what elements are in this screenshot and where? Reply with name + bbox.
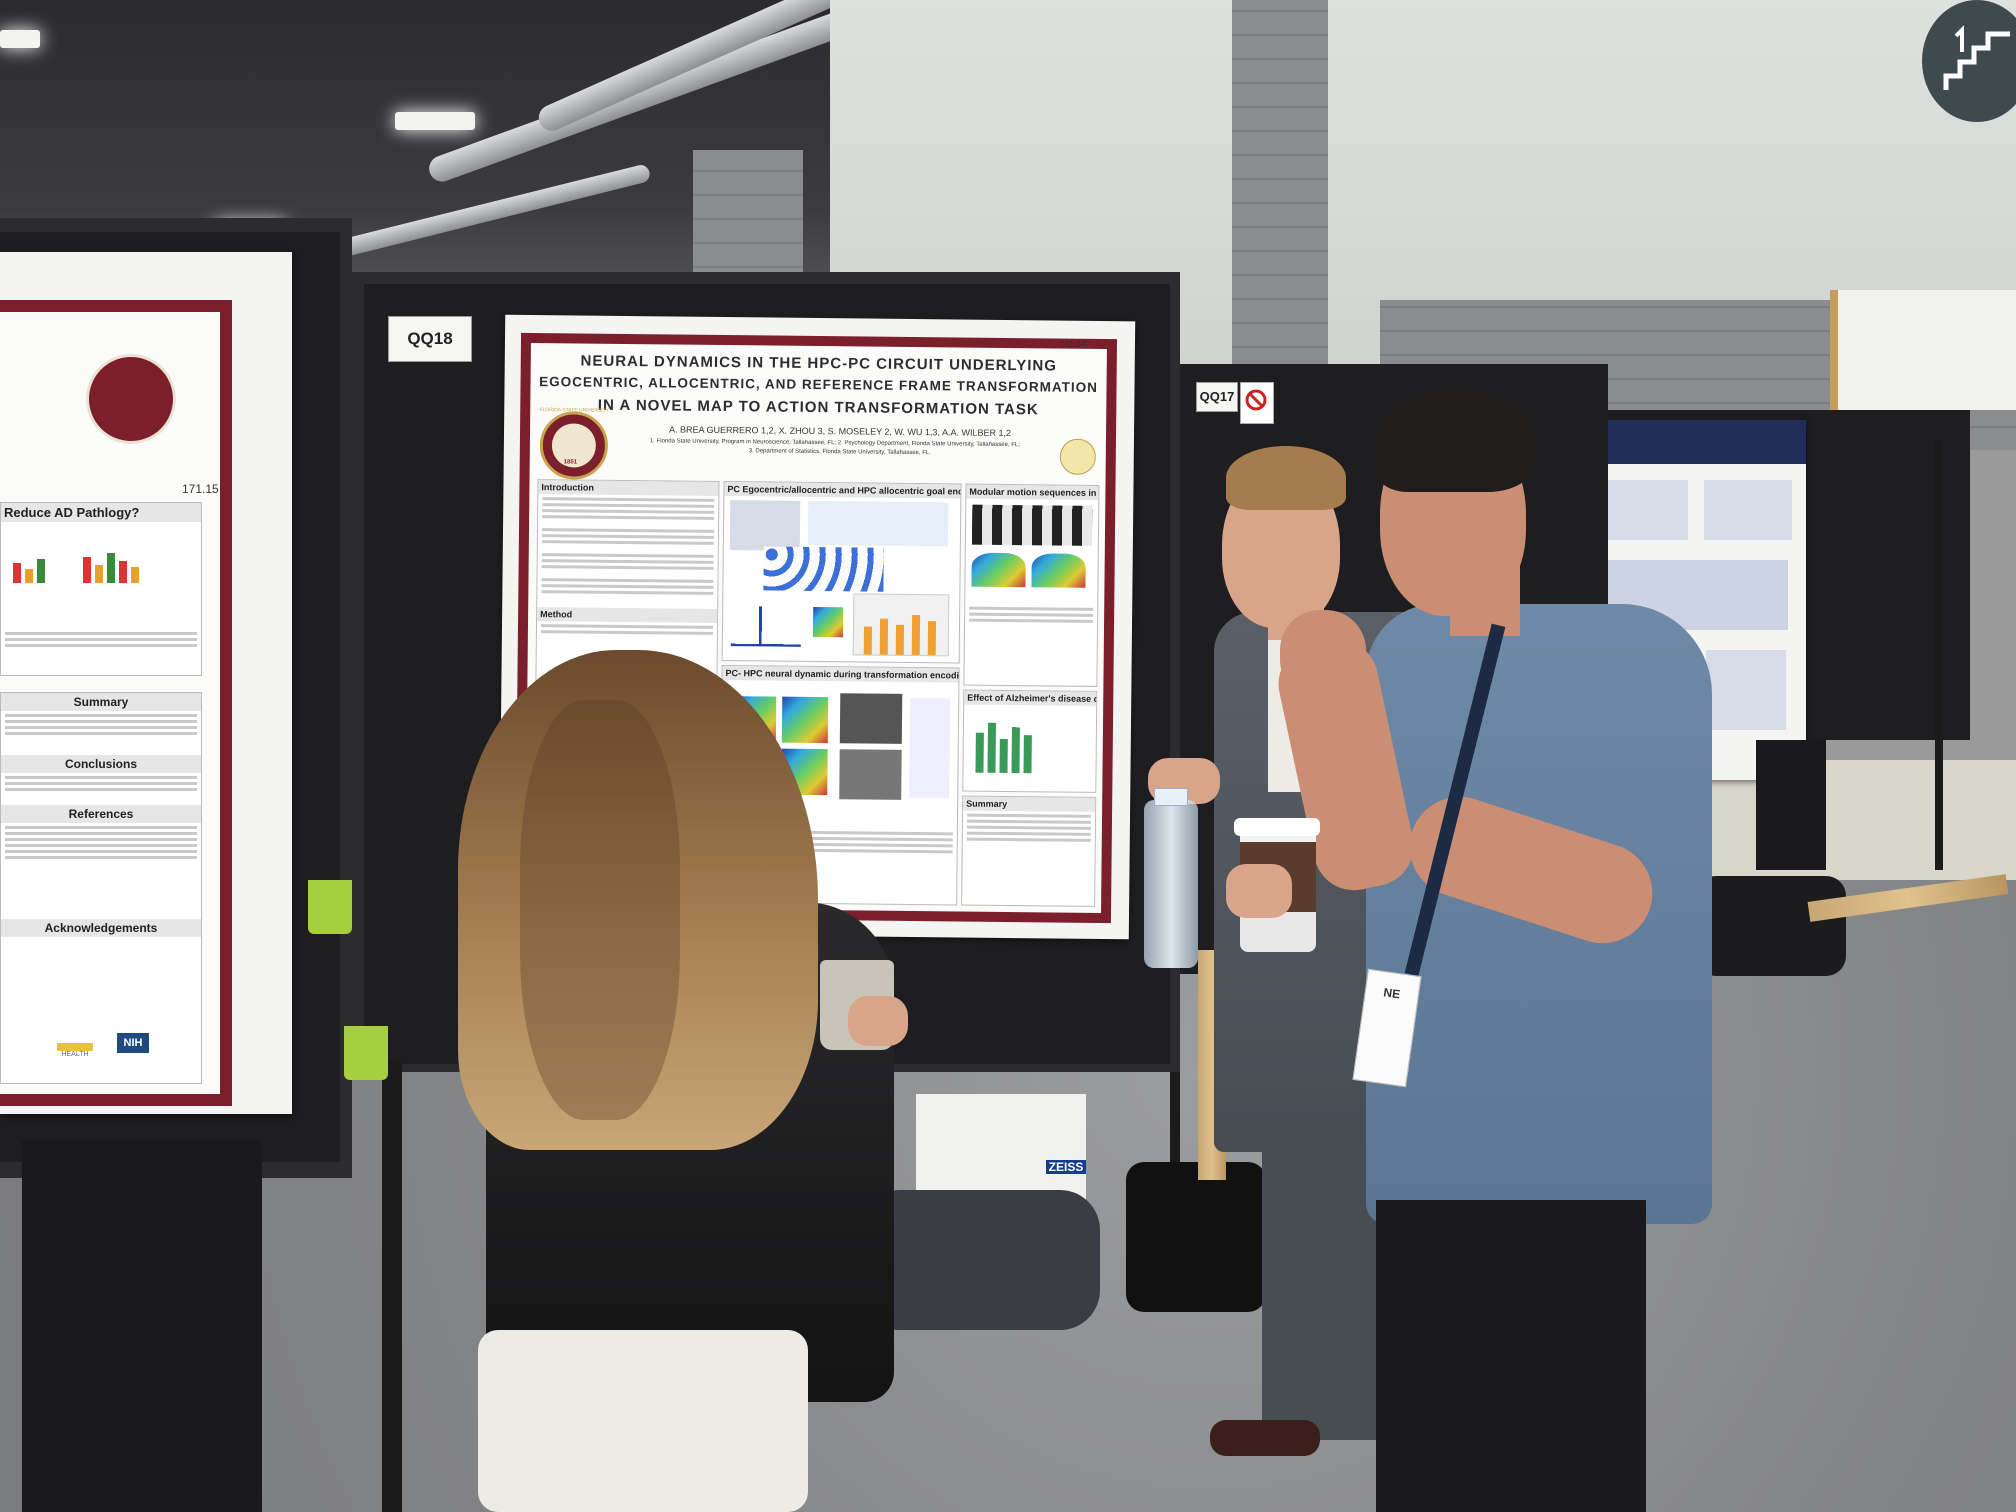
- poster-authors: A. BREA GUERRERO 1,2, X. ZHOU 3, S. MOSE…: [669, 424, 1012, 439]
- ceiling-light: [0, 30, 40, 48]
- left-poster-results: Reduce AD Pathlogy?: [0, 502, 202, 676]
- pillar: [693, 150, 803, 290]
- man-in-suit-trousers: [1262, 1140, 1382, 1440]
- poster-title-line-3: IN A NOVEL MAP TO ACTION TRANSFORMATION …: [597, 396, 1039, 419]
- board-label-qq18: QQ18: [388, 316, 472, 362]
- board-leg: [1935, 440, 1943, 870]
- alzheimers-section: Effect of Alzheimer's disease on MATT: [962, 689, 1098, 793]
- green-cup: [308, 880, 352, 934]
- summary-heading: Summary: [963, 796, 1096, 812]
- jacket-on-floor: [860, 1190, 1100, 1330]
- modular-section: Modular motion sequences in PC: [963, 483, 1100, 687]
- poster-title-line-2: EGOCENTRIC, ALLOCENTRIC, AND REFERENCE F…: [539, 374, 1098, 395]
- modular-heading: Modular motion sequences in PC: [966, 484, 1099, 500]
- prohibited-icon: [1245, 389, 1267, 411]
- poster-title-line-1: NEURAL DYNAMICS IN THE HPC-PC CIRCUIT UN…: [580, 352, 1058, 375]
- water-bottle: [1144, 800, 1198, 968]
- board-leg: [382, 1060, 402, 1512]
- pc-encoding-heading: PC Egocentric/allocentric and HPC alloce…: [724, 482, 961, 499]
- health-logo: HEALTH: [57, 1043, 93, 1058]
- pc-encoding-section: PC Egocentric/allocentric and HPC alloce…: [721, 481, 962, 664]
- pillar: [1232, 0, 1328, 370]
- methods-heading: Method: [537, 607, 718, 623]
- background-person-left-legs: [22, 1140, 262, 1512]
- summary-section: Summary: [961, 795, 1097, 907]
- brain-logo: [1059, 438, 1096, 475]
- left-acknowledgements-heading: Acknowledgements: [1, 919, 201, 937]
- ceiling-light: [395, 112, 475, 130]
- coffee-cup-lid: [1234, 818, 1320, 836]
- left-conclusions-heading: Conclusions: [1, 755, 201, 773]
- man-in-polo-hair: [1376, 388, 1536, 492]
- wall-panel: [1830, 290, 2016, 410]
- woman-hair: [458, 650, 818, 1150]
- poster-number: 171.14: [1058, 338, 1087, 349]
- left-summary-heading: Summary: [1, 693, 201, 711]
- alzheimers-heading: Effect of Alzheimer's disease on MATT: [964, 690, 1097, 706]
- man-in-suit-cup-hand: [1226, 864, 1292, 918]
- left-poster-heading: Reduce AD Pathlogy?: [1, 503, 201, 522]
- sunlit-floor: [1700, 760, 2016, 880]
- background-person-legs: [1756, 740, 1826, 870]
- left-poster-seal: [86, 354, 176, 444]
- woman-hair-shadow: [520, 700, 680, 1120]
- man-in-suit-hair: [1226, 446, 1346, 510]
- nih-logo: NIH: [117, 1033, 149, 1053]
- intro-heading: Introduction: [538, 480, 719, 496]
- left-references-heading: References: [1, 805, 201, 823]
- left-poster: 171.15 Reduce AD Pathlogy? Sum: [0, 252, 292, 1114]
- bottle-cap: [1154, 788, 1188, 806]
- bag-logo: ZEISS: [1046, 1160, 1086, 1174]
- seal-year: 1851: [563, 459, 578, 466]
- far-bag: [1696, 876, 1846, 976]
- left-poster-summary: Summary Conclusions References Acknowled…: [0, 692, 202, 1084]
- stairs-icon: [1943, 25, 2010, 90]
- man-in-polo-raised-hand: [1280, 610, 1366, 700]
- pc-hpc-dynamic-heading: PC- HPC neural dynamic during transforma…: [722, 666, 959, 683]
- man-in-polo-trousers: [1376, 1200, 1646, 1512]
- man-in-suit-shoes: [1210, 1420, 1320, 1456]
- left-poster-body: 171.15 Reduce AD Pathlogy? Sum: [0, 312, 220, 1094]
- green-cup: [344, 1026, 388, 1080]
- woman-white-top: [478, 1330, 808, 1512]
- board-label-qq17: QQ17: [1196, 382, 1238, 412]
- woman-hand: [848, 996, 908, 1046]
- poster-affiliation-2: 3. Department of Statistics, Florida Sta…: [748, 448, 931, 457]
- black-bag: [1126, 1162, 1266, 1312]
- left-poster-number: 171.15: [182, 482, 219, 496]
- seal-text: FLORIDA STATE UNIVERSITY: [539, 407, 610, 414]
